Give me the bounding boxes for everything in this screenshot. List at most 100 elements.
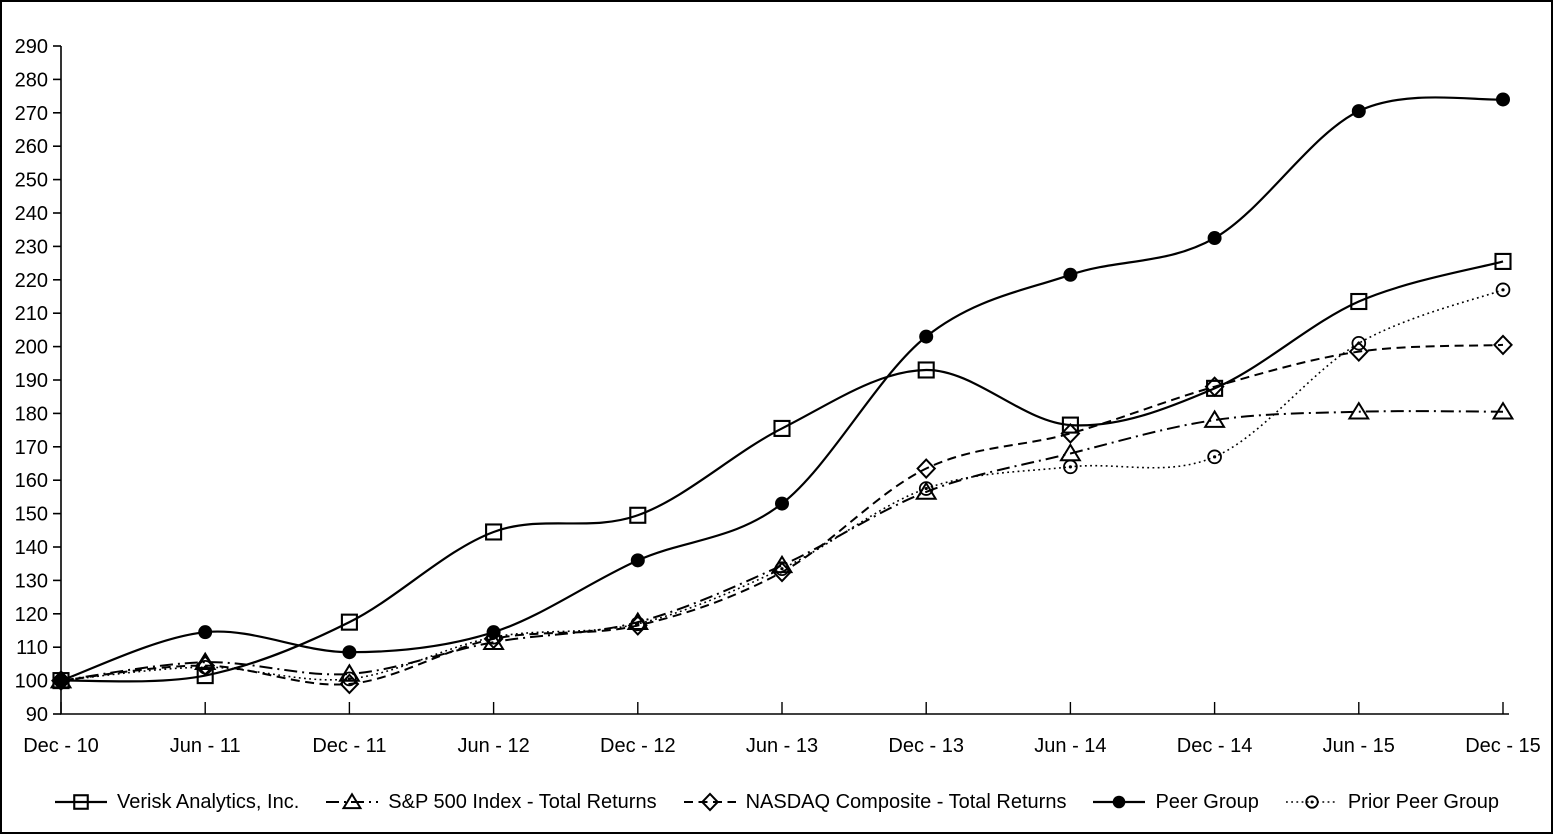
x-tick-label: Dec - 13 bbox=[888, 735, 964, 757]
y-tick-label: 130 bbox=[15, 570, 48, 592]
x-tick-label: Dec - 10 bbox=[23, 735, 99, 757]
open-square-icon bbox=[1061, 416, 1079, 434]
filled-circle-icon bbox=[1063, 267, 1078, 282]
legend: Verisk Analytics, Inc. S&P 500 Index - T… bbox=[2, 776, 1551, 828]
legend-marker-filled-circle-icon bbox=[1092, 790, 1146, 814]
y-tick-label: 240 bbox=[15, 203, 48, 225]
open-square-icon bbox=[485, 523, 503, 541]
circled-dot-icon bbox=[53, 673, 69, 688]
legend-marker-open-diamond-icon bbox=[683, 790, 737, 814]
series-line-prior-peer-group bbox=[60, 289, 1504, 682]
y-tick-label: 110 bbox=[16, 637, 48, 659]
circled-dot-center bbox=[636, 622, 640, 626]
circled-dot-icon bbox=[1305, 795, 1319, 809]
open-square-icon bbox=[73, 794, 89, 810]
circled-dot-center bbox=[780, 567, 784, 571]
circled-dot-center bbox=[1310, 800, 1314, 804]
legend-label-prior-peer-group: Prior Peer Group bbox=[1347, 791, 1500, 813]
legend-sample-verisk-analytics-inc bbox=[54, 794, 107, 810]
y-tick-label: 170 bbox=[15, 437, 48, 459]
y-tick-label: 190 bbox=[15, 370, 48, 392]
series-line-nasdaq-composite-total-returns bbox=[60, 343, 1504, 686]
open-diamond-icon bbox=[916, 458, 937, 479]
filled-circle-icon bbox=[1351, 104, 1366, 119]
legend-item-verisk-analytics-inc: Verisk Analytics, Inc. bbox=[54, 790, 299, 814]
series-s-p-500-index-total-returns bbox=[49, 401, 1515, 689]
x-tick-label: Jun - 12 bbox=[457, 735, 529, 757]
open-diamond-icon bbox=[1348, 341, 1369, 363]
circled-dot-icon bbox=[1351, 335, 1367, 351]
filled-circle-icon bbox=[630, 553, 645, 568]
open-diamond-icon bbox=[1060, 422, 1081, 444]
open-square-icon bbox=[773, 419, 791, 437]
circled-dot-icon bbox=[486, 629, 501, 645]
circled-dot-icon bbox=[774, 561, 790, 577]
x-tick-label: Jun - 13 bbox=[746, 735, 818, 757]
y-tick-label: 140 bbox=[15, 537, 48, 559]
filled-circle-icon bbox=[775, 496, 789, 511]
y-tick-label: 220 bbox=[15, 270, 48, 292]
circled-dot-icon bbox=[918, 481, 934, 496]
legend-item-sp-500-index: S&P 500 Index - Total Returns bbox=[325, 790, 657, 814]
series-line-verisk-analytics-inc bbox=[60, 260, 1504, 683]
legend-label-verisk-analytics-inc: Verisk Analytics, Inc. bbox=[116, 791, 300, 813]
circled-dot-center bbox=[1213, 455, 1217, 459]
circled-dot-center bbox=[1357, 341, 1361, 345]
y-tick-label: 280 bbox=[15, 69, 48, 91]
y-tick-label: 250 bbox=[15, 170, 48, 192]
y-tick-label: 230 bbox=[15, 236, 48, 258]
circled-dot-center bbox=[347, 677, 351, 681]
circled-dot-icon bbox=[630, 616, 646, 632]
circled-dot-center bbox=[924, 486, 928, 491]
legend-label-sp-500-index: S&P 500 Index - Total Returns bbox=[388, 791, 657, 813]
legend-sample-nasdaq-composite-total-returns bbox=[683, 792, 736, 812]
series-verisk-analytics-inc bbox=[52, 252, 1512, 690]
circled-dot-center bbox=[1068, 465, 1072, 469]
circled-dot-icon bbox=[1063, 459, 1078, 475]
y-tick-label: 160 bbox=[15, 470, 48, 492]
y-tick-label: 100 bbox=[15, 671, 48, 693]
open-square-icon bbox=[1350, 292, 1368, 311]
open-diamond-icon bbox=[1204, 376, 1225, 398]
legend-sample-peer-group bbox=[1093, 795, 1146, 809]
open-square-icon bbox=[1494, 252, 1512, 270]
open-diamond-icon bbox=[195, 655, 216, 677]
filled-circle-icon bbox=[1113, 795, 1126, 809]
x-tick-label: Dec - 14 bbox=[1177, 735, 1253, 757]
open-triangle-icon bbox=[1491, 401, 1515, 420]
legend-label-peer-group: Peer Group bbox=[1155, 791, 1259, 813]
y-tick-label: 260 bbox=[15, 136, 48, 158]
y-tick-label: 150 bbox=[15, 504, 48, 526]
legend-label-nasdaq-composite: NASDAQ Composite - Total Returns bbox=[745, 791, 1067, 813]
y-tick-label: 180 bbox=[15, 403, 48, 425]
legend-item-prior-peer-group: Prior Peer Group bbox=[1285, 790, 1499, 814]
filled-circle-icon bbox=[486, 625, 501, 640]
filled-circle-icon bbox=[198, 625, 213, 640]
open-triangle-icon bbox=[338, 663, 361, 682]
open-triangle-icon bbox=[342, 792, 363, 810]
open-square-icon bbox=[340, 613, 358, 631]
y-tick-label: 120 bbox=[15, 604, 48, 626]
open-diamond-icon bbox=[1493, 334, 1513, 356]
x-tick-label: Dec - 15 bbox=[1465, 735, 1541, 757]
x-tick-label: Jun - 15 bbox=[1323, 735, 1395, 757]
circled-dot-icon bbox=[197, 659, 213, 675]
legend-sample-s-p-500-index-total-returns bbox=[326, 792, 379, 810]
legend-item-peer-group: Peer Group bbox=[1092, 790, 1259, 814]
y-tick-label: 90 bbox=[26, 704, 48, 726]
y-tick-label: 210 bbox=[15, 303, 48, 325]
legend-item-nasdaq-composite: NASDAQ Composite - Total Returns bbox=[683, 790, 1067, 814]
legend-marker-open-triangle-icon bbox=[325, 790, 379, 814]
series-line-s-p-500-index-total-returns bbox=[60, 410, 1504, 682]
x-tick-label: Dec - 11 bbox=[312, 735, 386, 757]
x-tick-label: Dec - 12 bbox=[600, 735, 676, 757]
series-line-peer-group bbox=[60, 96, 1504, 682]
filled-circle-icon bbox=[342, 645, 357, 660]
circled-dot-icon bbox=[342, 671, 357, 687]
filled-circle-icon bbox=[919, 329, 934, 344]
series-peer-group bbox=[54, 92, 1510, 688]
legend-marker-open-square-icon bbox=[54, 790, 108, 814]
legend-marker-circled-dot-icon bbox=[1285, 790, 1339, 814]
